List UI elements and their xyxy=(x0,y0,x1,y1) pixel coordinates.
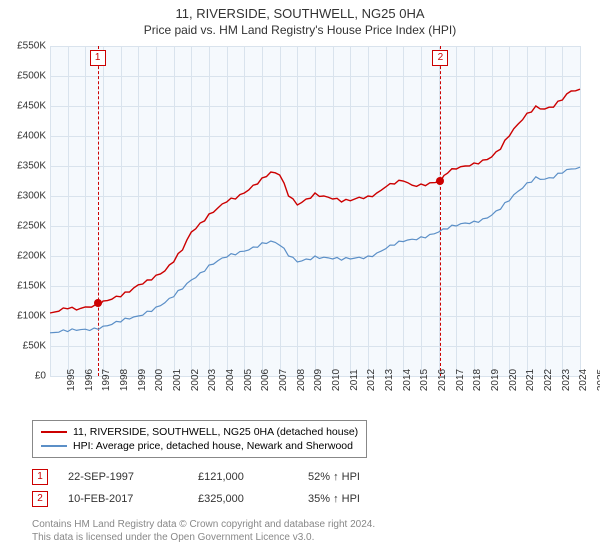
sales-table: 1 22-SEP-1997 £121,000 52% ↑ HPI 2 10-FE… xyxy=(32,466,418,510)
x-tick-label: 2025 xyxy=(580,369,600,391)
sales-date: 10-FEB-2017 xyxy=(68,493,198,505)
y-tick-label: £100K xyxy=(17,311,46,322)
sales-price: £121,000 xyxy=(198,471,308,483)
y-tick-label: £150K xyxy=(17,281,46,292)
footer-line: Contains HM Land Registry data © Crown c… xyxy=(32,518,375,531)
y-tick-label: £450K xyxy=(17,101,46,112)
y-tick-label: £250K xyxy=(17,221,46,232)
y-tick-label: £300K xyxy=(17,191,46,202)
legend-item-hpi: HPI: Average price, detached house, Newa… xyxy=(41,439,358,453)
sales-pct: 52% ↑ HPI xyxy=(308,471,418,483)
y-tick-label: £350K xyxy=(17,161,46,172)
sales-date: 22-SEP-1997 xyxy=(68,471,198,483)
footer-line: This data is licensed under the Open Gov… xyxy=(32,531,375,544)
sale-marker-label: 1 xyxy=(90,50,106,66)
legend-swatch xyxy=(41,431,67,433)
y-tick-label: £0 xyxy=(35,371,46,382)
chart-container: 11, RIVERSIDE, SOUTHWELL, NG25 0HA Price… xyxy=(0,0,600,560)
legend-label: 11, RIVERSIDE, SOUTHWELL, NG25 0HA (deta… xyxy=(73,426,358,438)
sale-marker-dot xyxy=(436,177,444,185)
legend-item-property: 11, RIVERSIDE, SOUTHWELL, NG25 0HA (deta… xyxy=(41,425,358,439)
series-line-property xyxy=(50,89,580,313)
chart-plot-area: £0£50K£100K£150K£200K£250K£300K£350K£400… xyxy=(50,46,580,376)
chart-title: 11, RIVERSIDE, SOUTHWELL, NG25 0HA xyxy=(0,0,600,21)
sales-row: 1 22-SEP-1997 £121,000 52% ↑ HPI xyxy=(32,466,418,488)
sales-price: £325,000 xyxy=(198,493,308,505)
sales-marker-box: 2 xyxy=(32,491,48,507)
chart-legend: 11, RIVERSIDE, SOUTHWELL, NG25 0HA (deta… xyxy=(32,420,367,458)
sale-marker-dot xyxy=(94,299,102,307)
legend-swatch xyxy=(41,445,67,447)
sales-row: 2 10-FEB-2017 £325,000 35% ↑ HPI xyxy=(32,488,418,510)
sale-marker-label: 2 xyxy=(432,50,448,66)
y-tick-label: £500K xyxy=(17,71,46,82)
chart-lines xyxy=(50,46,580,376)
sales-pct: 35% ↑ HPI xyxy=(308,493,418,505)
footer-attribution: Contains HM Land Registry data © Crown c… xyxy=(32,518,375,544)
series-line-hpi xyxy=(50,167,580,333)
y-tick-label: £400K xyxy=(17,131,46,142)
sales-marker-box: 1 xyxy=(32,469,48,485)
y-tick-label: £50K xyxy=(23,341,46,352)
chart-subtitle: Price paid vs. HM Land Registry's House … xyxy=(0,21,600,37)
y-tick-label: £550K xyxy=(17,41,46,52)
legend-label: HPI: Average price, detached house, Newa… xyxy=(73,440,353,452)
y-tick-label: £200K xyxy=(17,251,46,262)
